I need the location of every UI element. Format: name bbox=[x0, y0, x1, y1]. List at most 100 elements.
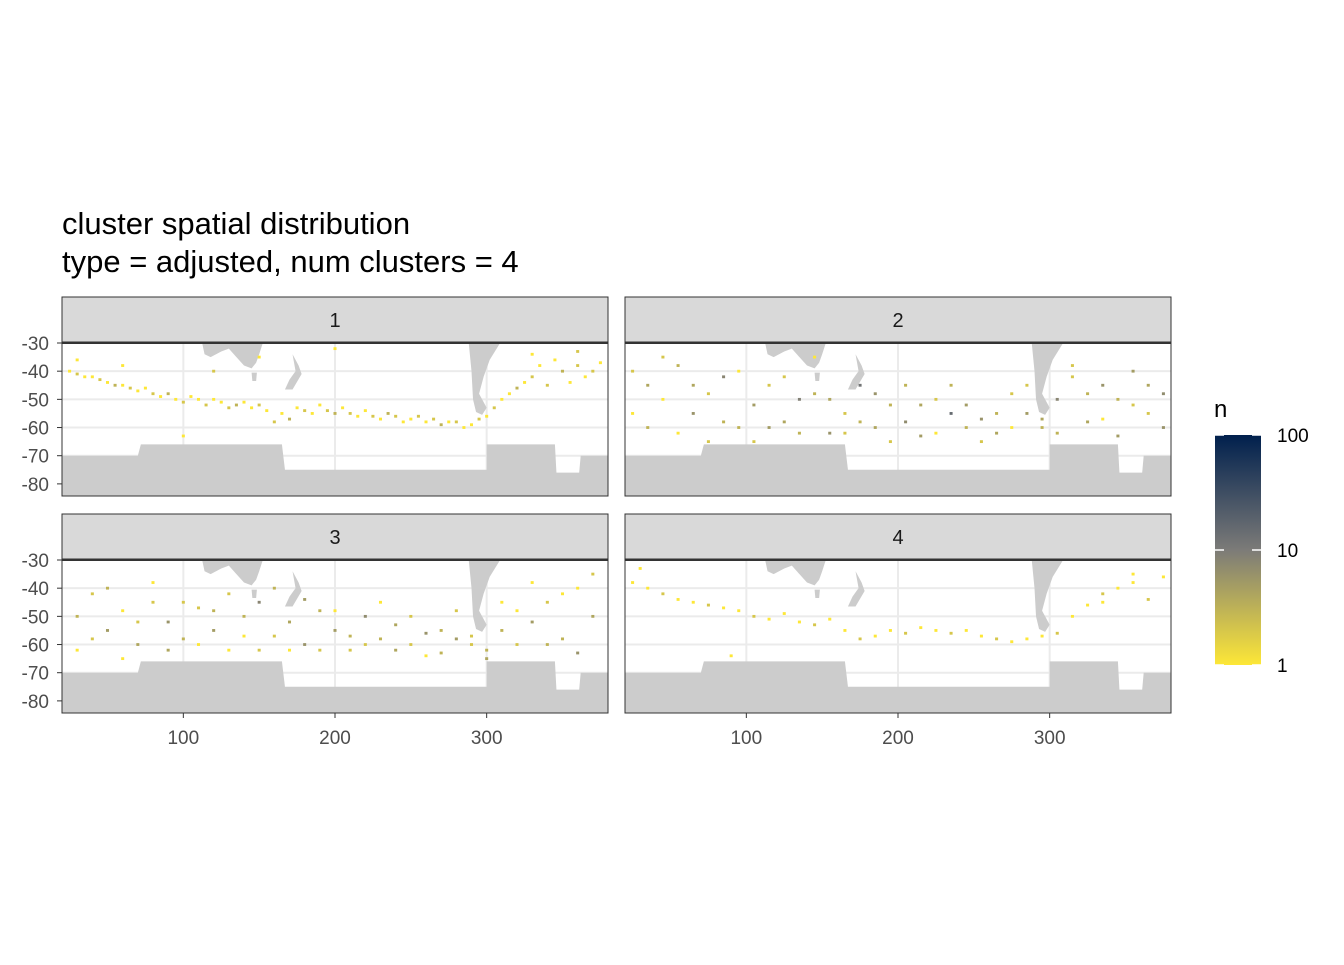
tile bbox=[706, 392, 710, 396]
tile bbox=[1025, 383, 1029, 387]
tile bbox=[964, 426, 968, 429]
tile bbox=[1086, 392, 1090, 396]
tile bbox=[257, 600, 261, 604]
tile bbox=[272, 586, 276, 590]
tile bbox=[143, 386, 147, 390]
land bbox=[765, 560, 826, 586]
tile bbox=[113, 383, 117, 387]
tile bbox=[189, 395, 193, 398]
tile bbox=[454, 637, 458, 641]
tile bbox=[212, 609, 216, 613]
tile bbox=[1101, 592, 1105, 596]
tile bbox=[576, 586, 580, 590]
tile bbox=[1040, 634, 1044, 638]
tile bbox=[333, 412, 337, 415]
tile bbox=[257, 355, 261, 359]
land bbox=[814, 372, 820, 382]
tile bbox=[1101, 417, 1105, 421]
y-tick-label: -40 bbox=[22, 579, 49, 600]
legend-label: 1 bbox=[1277, 656, 1288, 677]
tile bbox=[737, 369, 741, 373]
tile bbox=[631, 412, 635, 415]
tile bbox=[1010, 640, 1014, 644]
tile bbox=[949, 412, 953, 415]
tile bbox=[797, 620, 801, 624]
tile bbox=[1146, 598, 1150, 601]
tile bbox=[75, 614, 79, 618]
tile bbox=[341, 406, 345, 410]
tile bbox=[1161, 426, 1165, 429]
tile bbox=[151, 600, 155, 604]
tile bbox=[454, 420, 458, 424]
tile bbox=[934, 431, 938, 435]
tile bbox=[500, 600, 504, 604]
tile bbox=[287, 620, 292, 624]
panel-content bbox=[62, 560, 608, 713]
facet-panel: 4 100 200 300 bbox=[624, 513, 1172, 749]
tile bbox=[691, 600, 695, 604]
tile bbox=[568, 381, 572, 384]
strip bbox=[61, 296, 609, 343]
tile bbox=[752, 614, 756, 618]
tile bbox=[303, 409, 307, 413]
tile bbox=[363, 643, 367, 646]
tile bbox=[159, 395, 163, 398]
land bbox=[814, 589, 820, 599]
tile bbox=[378, 637, 383, 641]
tile bbox=[591, 614, 595, 618]
y-tick-label: -30 bbox=[22, 551, 49, 572]
tile bbox=[227, 592, 231, 596]
tile bbox=[530, 352, 534, 356]
tile bbox=[752, 440, 756, 444]
panel-border bbox=[61, 342, 609, 497]
tile bbox=[439, 651, 443, 655]
tile bbox=[797, 397, 801, 401]
tile bbox=[1070, 364, 1074, 367]
tile bbox=[560, 592, 565, 596]
tile bbox=[729, 654, 733, 658]
y-tick-label: -70 bbox=[22, 447, 49, 468]
land bbox=[625, 444, 1171, 496]
tile bbox=[919, 403, 923, 407]
y-tick-label: -60 bbox=[22, 636, 49, 657]
tile bbox=[105, 629, 110, 632]
tile bbox=[995, 431, 999, 435]
tile bbox=[545, 600, 549, 604]
tile bbox=[888, 629, 892, 632]
tile bbox=[485, 657, 489, 661]
tile bbox=[151, 392, 155, 396]
tile bbox=[303, 643, 307, 646]
tile bbox=[691, 383, 695, 387]
tile bbox=[661, 592, 665, 596]
tile bbox=[105, 586, 110, 590]
tile bbox=[661, 397, 665, 401]
tile bbox=[401, 420, 405, 424]
tile bbox=[356, 414, 360, 418]
land bbox=[625, 661, 1171, 713]
tile bbox=[507, 392, 511, 396]
tile bbox=[767, 383, 771, 387]
tile bbox=[386, 412, 390, 415]
tile bbox=[1040, 426, 1044, 429]
tile bbox=[439, 423, 443, 427]
tile bbox=[432, 417, 436, 421]
tile bbox=[492, 406, 496, 410]
tile bbox=[310, 412, 314, 415]
tile bbox=[462, 426, 466, 429]
tile bbox=[196, 643, 201, 646]
tile bbox=[1131, 572, 1135, 576]
x-tick-label: 200 bbox=[882, 728, 914, 749]
land bbox=[202, 343, 263, 369]
tile bbox=[530, 581, 534, 584]
tile bbox=[523, 381, 527, 384]
tile bbox=[1146, 412, 1150, 415]
land bbox=[62, 444, 608, 496]
tile bbox=[212, 629, 216, 632]
tile bbox=[904, 631, 908, 635]
chart-subtitle: type = adjusted, num clusters = 4 bbox=[62, 244, 519, 279]
tile bbox=[888, 403, 892, 407]
tile bbox=[995, 637, 999, 641]
tile bbox=[591, 572, 595, 576]
panel-content bbox=[625, 560, 1171, 713]
